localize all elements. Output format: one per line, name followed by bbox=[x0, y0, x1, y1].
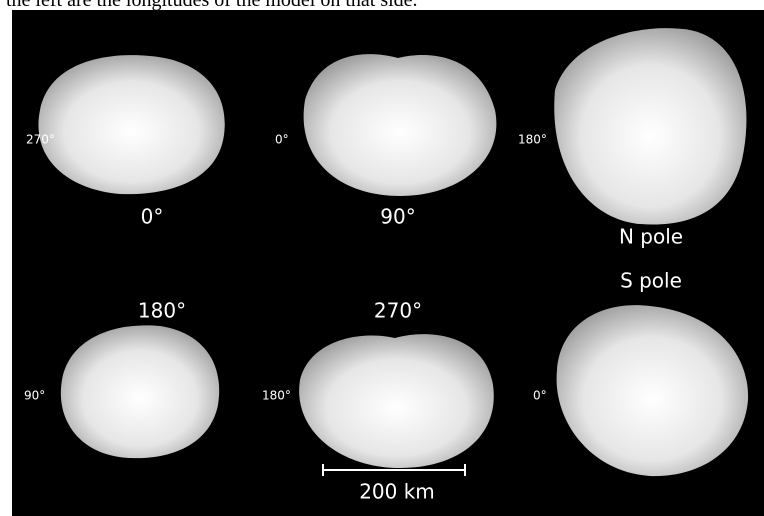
scale-label: 200 km bbox=[359, 480, 435, 504]
view-label: 180° bbox=[138, 299, 186, 323]
page: the left are the longitudes of the model… bbox=[0, 0, 764, 516]
view-label: 90° bbox=[380, 205, 415, 229]
view-label: 270° bbox=[374, 299, 422, 323]
side-label: 0° bbox=[275, 133, 289, 147]
view-label: N pole bbox=[619, 225, 683, 249]
side-label: 270° bbox=[26, 133, 55, 147]
asteroid-view bbox=[304, 54, 497, 196]
view-label: S pole bbox=[620, 269, 682, 293]
asteroid-view bbox=[61, 325, 219, 458]
side-label: 180° bbox=[518, 133, 547, 147]
figure: the left are the longitudes of the model… bbox=[0, 0, 764, 516]
view-label: 0° bbox=[141, 205, 164, 229]
asteroid-view bbox=[38, 55, 224, 194]
side-label: 90° bbox=[24, 389, 45, 403]
side-label: 0° bbox=[533, 389, 547, 403]
side-label: 180° bbox=[262, 389, 291, 403]
caption: the left are the longitudes of the model… bbox=[6, 0, 418, 11]
